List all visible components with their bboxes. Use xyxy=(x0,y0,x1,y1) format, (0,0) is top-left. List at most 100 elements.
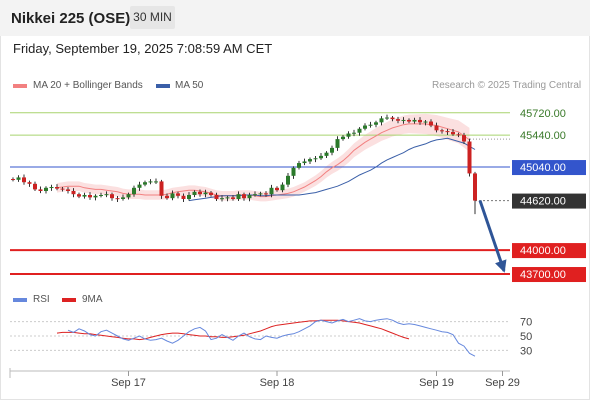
level-label-bg xyxy=(512,267,586,283)
x-tick-label: Sep 17 xyxy=(111,377,146,389)
candle-body xyxy=(412,119,417,122)
candle-body xyxy=(132,187,136,195)
level-label: 44000.00 xyxy=(520,245,566,257)
candle-body xyxy=(231,197,235,199)
x-tick-label: Sep 18 xyxy=(260,377,295,389)
candle-body xyxy=(176,193,180,196)
candle-body xyxy=(407,119,411,122)
rsi-tick-label: 30 xyxy=(520,345,532,357)
candle-body xyxy=(247,194,252,199)
candle-body xyxy=(55,187,59,189)
candle-body xyxy=(440,130,444,132)
candle-body xyxy=(11,179,15,181)
candle-body xyxy=(77,194,81,197)
candle-body xyxy=(473,173,477,201)
candle-body xyxy=(82,194,87,197)
candle-body xyxy=(203,192,208,195)
candle-body xyxy=(148,181,153,183)
instrument-title: Nikkei 225 (OSE) xyxy=(11,10,131,27)
ma20-legend-label: MA 20 + Bollinger Bands xyxy=(33,80,143,91)
level-label-bg xyxy=(512,193,586,209)
candle-body xyxy=(313,158,318,160)
candle-body xyxy=(60,188,65,190)
candle-body xyxy=(302,161,307,164)
candle-body xyxy=(330,147,334,153)
candle-body xyxy=(44,187,48,191)
candle-body xyxy=(258,193,263,195)
candle-body xyxy=(33,183,37,190)
candle-body xyxy=(291,167,296,176)
candle-body xyxy=(115,198,120,200)
candle-body xyxy=(319,155,323,159)
candle-body xyxy=(159,181,164,196)
rsi-ma-line xyxy=(56,319,410,341)
x-tick-label: Sep 29 xyxy=(485,377,520,389)
rsi-tick-label: 50 xyxy=(520,331,532,343)
ma50-legend-label: MA 50 xyxy=(175,80,204,91)
credit-text: Research © 2025 Trading Central xyxy=(432,80,582,91)
candle-body xyxy=(93,195,98,198)
candle-body xyxy=(165,195,169,199)
candle-body xyxy=(275,187,279,191)
candle-body xyxy=(429,121,433,126)
bollinger-band xyxy=(57,113,470,202)
chart-header: Nikkei 225 (OSE) 30 MIN xyxy=(0,0,590,36)
rsi-ma-legend-label: 9MA xyxy=(82,294,103,305)
rsi-tick-label: 70 xyxy=(520,317,532,329)
candle-body xyxy=(209,192,213,195)
level-label: 45440.00 xyxy=(520,130,566,142)
level-label: 43700.00 xyxy=(520,269,566,281)
timeframe-button[interactable]: 30 MIN xyxy=(130,6,175,29)
candle-body xyxy=(352,132,356,134)
candle-body xyxy=(423,121,428,123)
candle-body xyxy=(456,134,461,136)
candle-body xyxy=(49,187,54,189)
candle-body xyxy=(286,175,290,185)
candle-body xyxy=(143,182,147,185)
candle-body xyxy=(154,181,158,183)
rsi-legend-swatch xyxy=(13,298,27,302)
level-label-bg xyxy=(512,160,586,176)
candle-body xyxy=(396,119,400,121)
candle-body xyxy=(66,189,70,191)
candle-body xyxy=(88,194,92,198)
candle-body xyxy=(363,125,367,129)
candle-body xyxy=(236,194,241,199)
x-tick-label: Sep 19 xyxy=(419,377,454,389)
candle-body xyxy=(126,194,131,198)
rsi-line xyxy=(67,318,476,357)
timestamp: Friday, September 19, 2025 7:08:59 AM CE… xyxy=(13,41,273,56)
candle-body xyxy=(308,159,312,162)
candle-body xyxy=(379,118,384,123)
candle-body xyxy=(198,191,202,195)
candle-body xyxy=(242,194,246,199)
candle-body xyxy=(22,177,26,183)
level-label: 45040.00 xyxy=(520,162,566,174)
candle-body xyxy=(341,136,345,140)
candle-body xyxy=(192,191,197,195)
candle-body xyxy=(335,139,340,148)
candle-body xyxy=(346,133,351,137)
candle-body xyxy=(71,190,76,195)
level-label: 44620.00 xyxy=(520,196,566,208)
candle-body xyxy=(269,187,274,195)
ma50-legend-swatch xyxy=(156,84,170,88)
candle-body xyxy=(451,131,455,135)
level-label-bg xyxy=(512,243,586,259)
candle-body xyxy=(434,125,439,131)
candles xyxy=(11,114,477,203)
rsi-legend-label: RSI xyxy=(33,294,50,305)
candle-body xyxy=(253,194,257,196)
candle-body xyxy=(181,195,186,199)
candle-body xyxy=(214,194,219,199)
candle-body xyxy=(390,117,395,120)
forecast-arrow-head xyxy=(495,259,507,273)
candle-body xyxy=(462,135,466,142)
candle-body xyxy=(445,131,450,133)
ma20-legend-swatch xyxy=(13,84,27,88)
candle-body xyxy=(324,152,329,156)
candle-body xyxy=(225,197,230,199)
level-label: 45720.00 xyxy=(520,108,566,120)
rsi-ma-legend-swatch xyxy=(62,298,76,302)
